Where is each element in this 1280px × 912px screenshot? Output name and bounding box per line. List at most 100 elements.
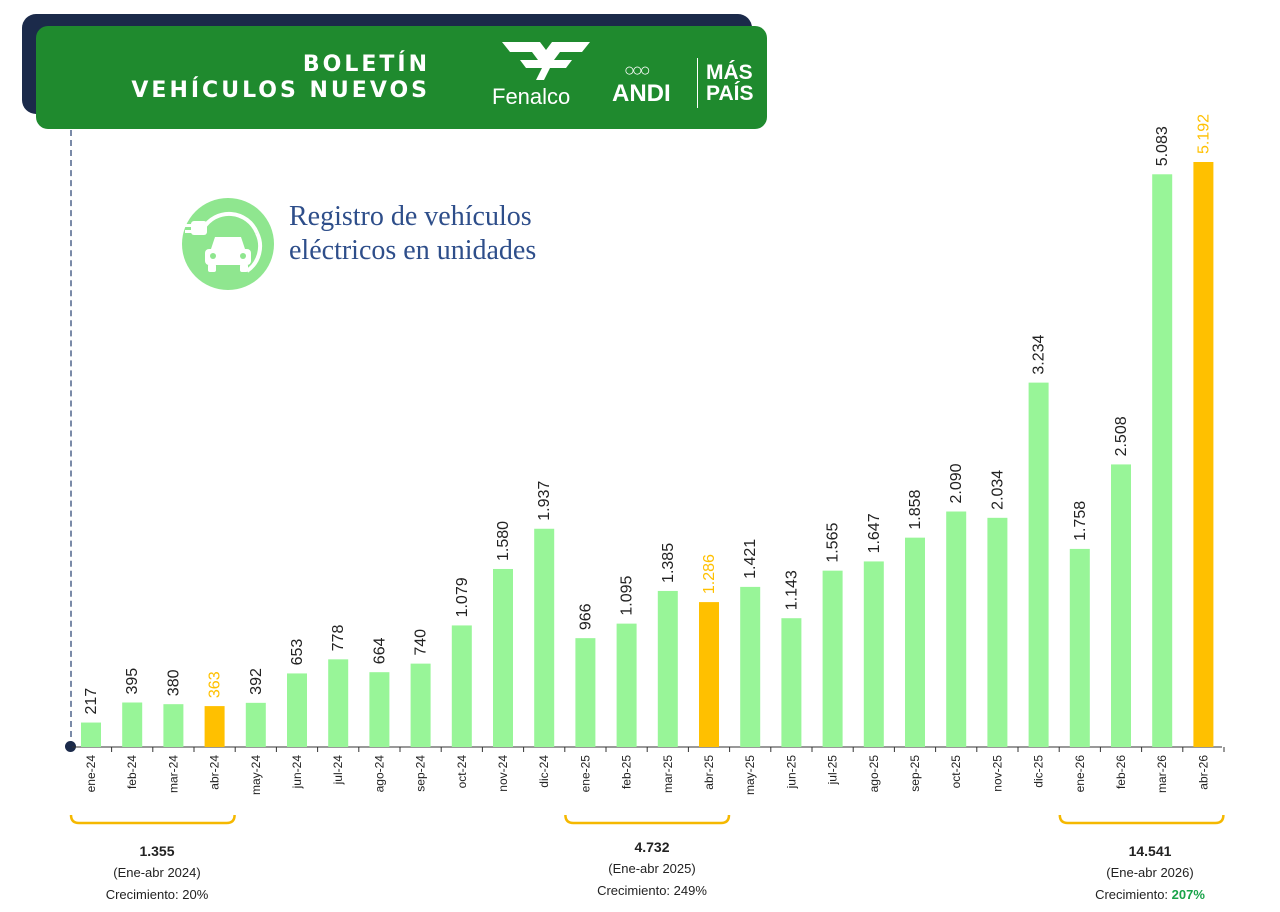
summary-total: 4.732	[634, 839, 670, 855]
category-label: feb-24	[125, 755, 139, 789]
summary-growth-label: Crecimiento:	[1095, 887, 1172, 902]
category-label: ene-26	[1073, 755, 1087, 793]
category-label: feb-25	[620, 755, 634, 789]
category-label: ago-24	[372, 755, 386, 793]
value-label: 3.234	[1031, 334, 1048, 374]
bar-oct-24	[451, 625, 472, 747]
timeline-dashed-line	[70, 130, 72, 747]
bar-jun-25	[781, 618, 802, 747]
chart-title: Registro de vehículos eléctricos en unid…	[289, 200, 536, 268]
bar-mar-24	[163, 704, 184, 747]
bar-abr-26	[1193, 162, 1214, 747]
bar-dic-25	[1028, 382, 1049, 747]
category-label: oct-25	[949, 755, 963, 789]
value-label: 5.192	[1195, 114, 1212, 154]
category-label: mar-26	[1155, 755, 1169, 793]
period-bracket-0	[69, 814, 236, 825]
category-label: jun-25	[784, 755, 798, 790]
bar-sep-25	[905, 537, 925, 747]
value-label: 1.079	[454, 577, 471, 617]
bar-sep-24	[410, 663, 431, 747]
value-label: 1.095	[619, 575, 636, 615]
summary-growth: Crecimiento: 20%	[92, 884, 222, 906]
bar-jul-24	[328, 659, 349, 747]
category-label: abr-24	[208, 755, 222, 790]
value-label: 1.580	[495, 521, 512, 561]
category-label: ene-25	[578, 755, 592, 793]
andi-logo: ○○○ ANDI	[612, 60, 690, 110]
category-label: jul-24	[331, 755, 345, 786]
value-label: 966	[577, 603, 594, 630]
bar-dic-24	[534, 528, 555, 747]
value-label: 380	[165, 669, 182, 696]
category-label: abr-26	[1196, 755, 1210, 790]
category-label: dic-25	[1032, 755, 1046, 788]
bulletin-title-line1: BOLETÍN	[302, 52, 430, 77]
bulletin-title: BOLETÍN VEHÍCULOS NUEVOS	[60, 52, 430, 104]
electric-car-plug-icon	[181, 197, 275, 291]
bar-mar-25	[657, 590, 678, 747]
mas-pais-logo-line1: MÁS	[706, 61, 753, 84]
category-label: dic-24	[537, 755, 551, 788]
summary-growth-value: 249%	[673, 883, 707, 898]
category-label: mar-25	[661, 755, 675, 793]
value-label: 2.090	[948, 463, 965, 503]
category-label: oct-24	[455, 755, 469, 789]
category-label: jun-24	[290, 755, 304, 790]
value-label: 653	[289, 639, 306, 666]
category-label: nov-25	[990, 755, 1004, 792]
header-banner	[36, 26, 767, 129]
summary-total: 14.541	[1128, 843, 1172, 859]
value-label: 1.647	[866, 513, 883, 553]
logo-divider	[697, 58, 698, 108]
bar-jul-25	[822, 570, 843, 747]
category-label: may-25	[743, 755, 757, 795]
bar-abr-25	[699, 602, 719, 747]
timeline-dot	[65, 741, 76, 752]
fenalco-logo: Fenalco	[492, 40, 600, 112]
summary-growth: Crecimiento: 249%	[572, 880, 732, 902]
category-label: may-24	[249, 755, 263, 795]
summary-growth-value: 20%	[182, 887, 209, 902]
value-label: 5.083	[1154, 126, 1171, 166]
summary-period: (Ene-abr 2026)	[1106, 865, 1194, 880]
value-label: 2.034	[989, 470, 1006, 510]
category-label: sep-25	[908, 755, 922, 792]
bar-ene-26	[1069, 548, 1090, 747]
bar-oct-25	[946, 511, 967, 747]
category-label: abr-25	[702, 755, 716, 790]
value-label: 363	[207, 671, 224, 698]
summary-growth-label: Crecimiento:	[597, 883, 674, 898]
chart-title-line1: Registro de vehículos	[289, 201, 532, 232]
value-label: 1.937	[536, 481, 553, 521]
summary-growth-value: 207%	[1171, 887, 1205, 902]
bar-ene-25	[575, 638, 596, 747]
value-label: 1.758	[1072, 501, 1089, 541]
bar-nov-24	[493, 568, 513, 747]
value-label: 1.286	[701, 554, 718, 594]
bar-ago-24	[369, 672, 390, 747]
category-label: ene-24	[84, 755, 98, 793]
period-bracket-1	[564, 814, 731, 825]
value-label: 395	[124, 668, 141, 695]
summary-period: (Ene-abr 2025)	[608, 861, 696, 876]
mas-pais-logo: MÁS PAÍS	[706, 62, 753, 104]
category-label: mar-24	[166, 755, 180, 793]
category-label: feb-26	[1114, 755, 1128, 789]
value-label: 2.508	[1113, 416, 1130, 456]
bar-ago-25	[863, 561, 884, 747]
summary-total: 1.355	[139, 843, 175, 859]
bar-abr-24	[204, 706, 225, 747]
value-label: 1.421	[742, 539, 759, 579]
chart-title-line2: eléctricos en unidades	[289, 235, 537, 266]
value-label: 1.143	[783, 570, 800, 610]
summary-growth: Crecimiento: 207%	[1070, 884, 1230, 906]
bar-nov-25	[987, 517, 1008, 747]
fenalco-mark-icon	[502, 42, 590, 80]
summary-2024: 1.355 (Ene-abr 2024) Crecimiento: 20%	[92, 840, 222, 906]
bar-ene-24	[81, 722, 101, 747]
bar-feb-26	[1111, 464, 1131, 747]
bar-mar-26	[1152, 174, 1173, 748]
andi-logo-text: ANDI	[612, 80, 671, 107]
